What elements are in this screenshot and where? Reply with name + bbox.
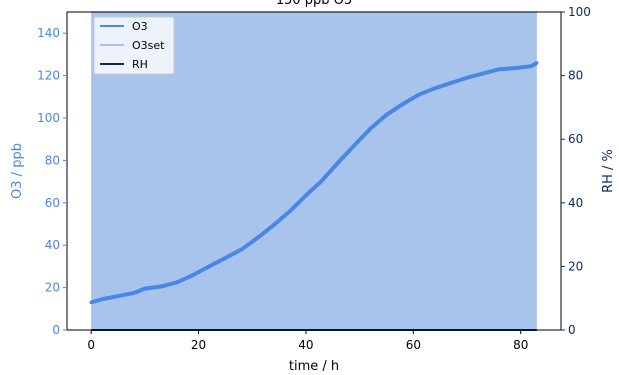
y-left-tick-label: 80 bbox=[45, 153, 60, 167]
o3-point bbox=[336, 160, 340, 165]
y-right-tick-label: 80 bbox=[568, 69, 583, 83]
legend: O3 O3set RH bbox=[93, 16, 175, 75]
y-axis-label-right: RH / % bbox=[601, 149, 616, 193]
y-right-tick-label: 20 bbox=[568, 259, 583, 273]
y-left-tick-label: 100 bbox=[37, 111, 60, 125]
y-left-tick-label: 60 bbox=[45, 196, 60, 210]
y-left-tick-label: 140 bbox=[37, 26, 60, 40]
o3-point bbox=[89, 300, 93, 305]
y-left-tick-label: 20 bbox=[45, 281, 60, 295]
y-right-tick-label: 40 bbox=[568, 196, 583, 210]
y-right-tick-label: 100 bbox=[568, 5, 591, 19]
o3-point bbox=[132, 291, 136, 295]
o3-point bbox=[207, 264, 211, 268]
o3-point bbox=[116, 294, 120, 298]
o3-point bbox=[288, 209, 292, 213]
o3-point bbox=[400, 102, 405, 106]
o3-point bbox=[481, 71, 485, 76]
o3-line bbox=[90, 61, 538, 305]
o3-point bbox=[352, 143, 356, 148]
o3-point bbox=[320, 178, 324, 183]
y-left-tick-label: 40 bbox=[45, 238, 60, 252]
o3-point bbox=[159, 284, 163, 289]
o3-point bbox=[535, 61, 539, 65]
o3-point bbox=[239, 247, 244, 252]
o3-point bbox=[175, 280, 179, 284]
o3-point bbox=[143, 287, 147, 291]
plot-area: 0 20 40 60 80 0 20 40 60 80 100 120 140 0 20 40 60 80 100 bbox=[37, 5, 591, 352]
o3-point bbox=[256, 236, 260, 240]
o3-point bbox=[497, 67, 501, 71]
axes-frame bbox=[66, 11, 562, 331]
o3-point bbox=[513, 66, 517, 70]
o3-point bbox=[417, 93, 421, 97]
o3-point bbox=[100, 297, 104, 301]
x-tick-label: 20 bbox=[191, 338, 206, 352]
y-right-tick-label: 0 bbox=[568, 323, 576, 337]
y-left-tick-label: 0 bbox=[52, 323, 60, 337]
x-tick-label: 80 bbox=[513, 338, 528, 352]
y-left-tick-label: 120 bbox=[37, 69, 60, 83]
o3-point bbox=[449, 81, 453, 85]
o3-point bbox=[529, 64, 534, 68]
x-tick-label: 40 bbox=[298, 338, 313, 352]
x-axis-label: time / h bbox=[289, 359, 339, 374]
o3-point bbox=[304, 193, 308, 197]
o3-point bbox=[384, 113, 389, 117]
o3-point bbox=[191, 273, 195, 277]
o3-point bbox=[433, 86, 437, 90]
legend-box bbox=[93, 16, 175, 75]
o3-point bbox=[465, 76, 469, 80]
x-tick-label: 0 bbox=[87, 338, 95, 352]
o3-point bbox=[368, 127, 372, 131]
y-axis-label-left: O3 / ppb bbox=[10, 143, 25, 199]
o3-point bbox=[223, 256, 228, 260]
o3-point bbox=[272, 223, 276, 227]
legend-label-o3: O3 bbox=[132, 20, 148, 33]
x-tick-label: 60 bbox=[406, 338, 421, 352]
legend-label-o3set: O3set bbox=[132, 39, 165, 52]
legend-label-rh: RH bbox=[132, 58, 148, 71]
chart-title: 150 ppb O3 bbox=[276, 0, 352, 8]
y-right-tick-label: 60 bbox=[568, 132, 583, 146]
